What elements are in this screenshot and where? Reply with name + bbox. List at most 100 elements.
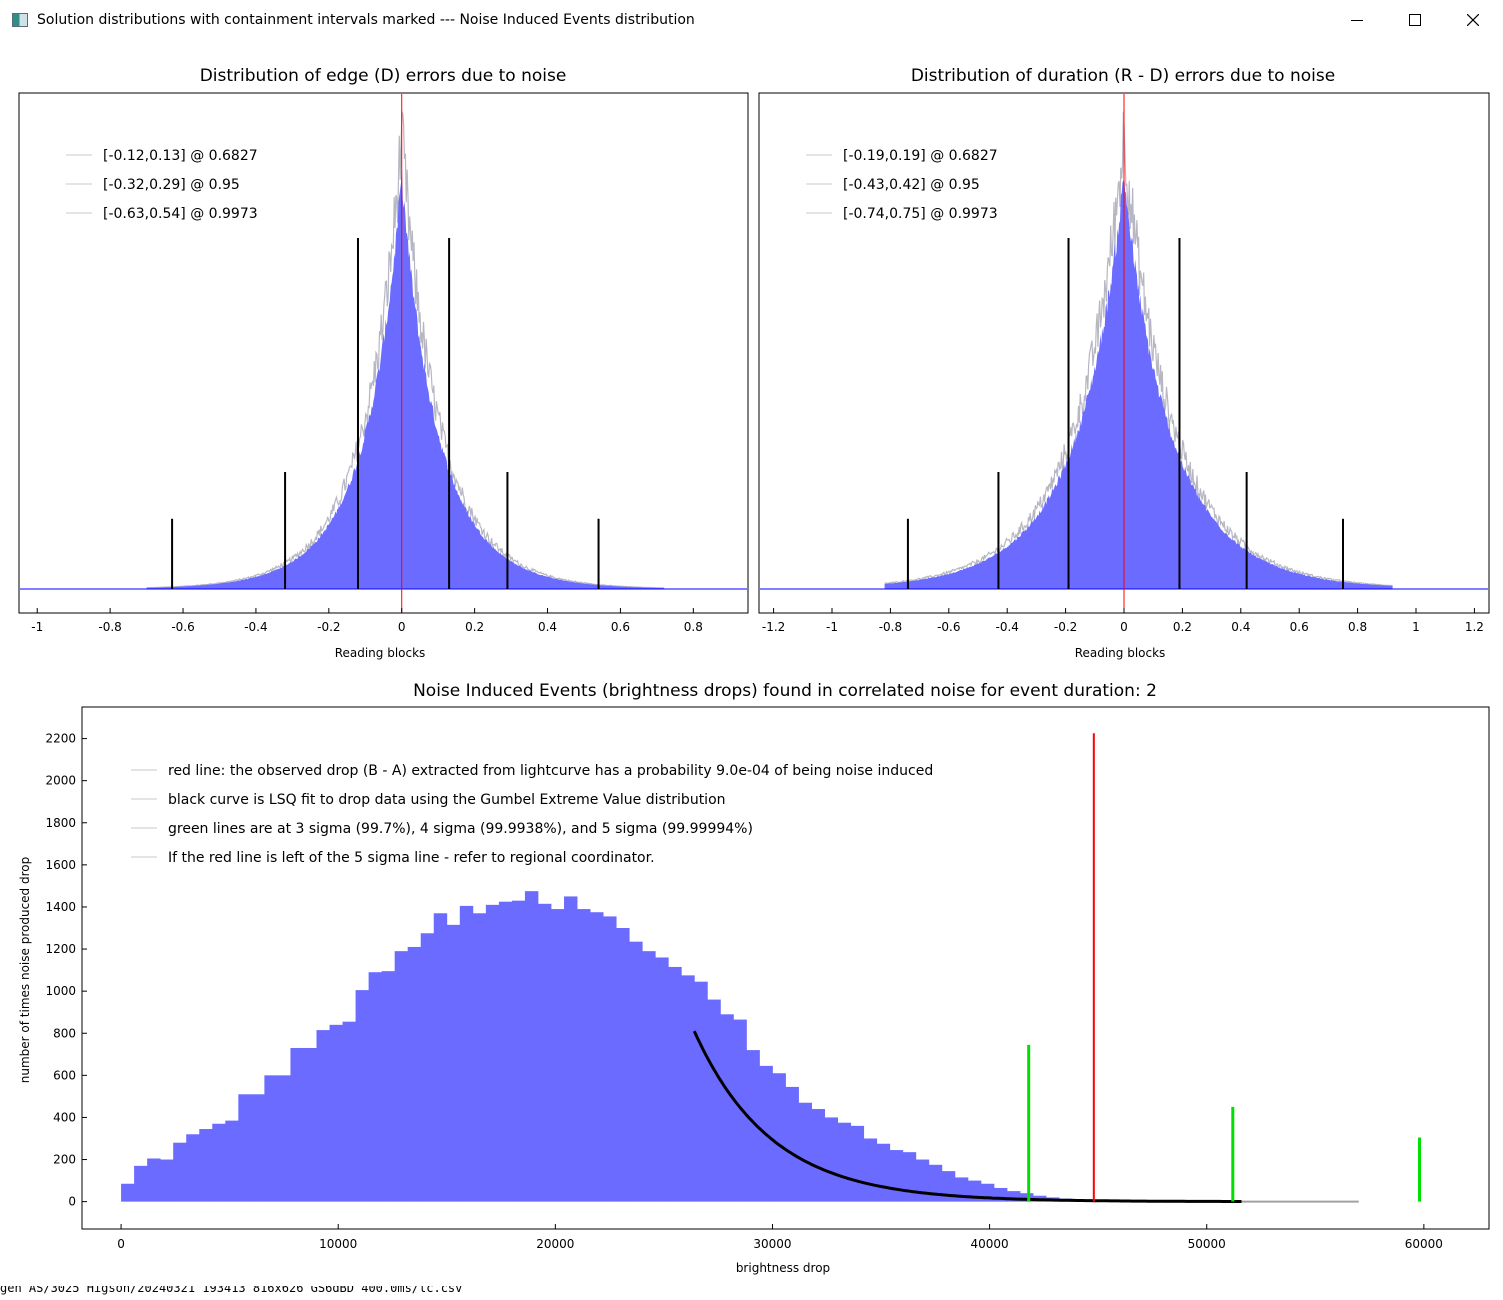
histogram-bar	[590, 912, 603, 1201]
x-tick-label: 0.2	[465, 620, 484, 634]
histogram-bar	[356, 990, 369, 1202]
histogram-bar	[447, 925, 460, 1202]
histogram-bar	[864, 1138, 877, 1201]
histogram-bar	[343, 1022, 356, 1202]
histogram-bar	[603, 916, 616, 1201]
legend-entry: black curve is LSQ fit to drop data usin…	[168, 792, 726, 808]
x-tick-label: 40000	[971, 1237, 1009, 1251]
x-tick-label: -1.2	[762, 620, 785, 634]
x-tick-label: -0.8	[879, 620, 902, 634]
histogram-bar	[551, 909, 564, 1202]
histogram-bar	[264, 1075, 277, 1201]
x-axis-label: Reading blocks	[335, 646, 426, 660]
x-tick-label: -0.4	[995, 620, 1018, 634]
background-file-path: gen AS/3025 Higson/20240321 193413 816x6…	[0, 1286, 462, 1295]
x-tick-label: 0	[1120, 620, 1128, 634]
x-tick-label: 0.8	[684, 620, 703, 634]
legend-entry: [-0.19,0.19] @ 0.6827	[843, 148, 998, 164]
histogram-bar	[317, 1030, 330, 1202]
histogram-bar	[473, 913, 486, 1201]
histogram-bar	[838, 1123, 851, 1202]
x-tick-label: -1	[31, 620, 43, 634]
y-tick-label: 1800	[45, 816, 76, 830]
minimize-button[interactable]	[1328, 0, 1386, 40]
histogram-bar	[929, 1165, 942, 1202]
x-tick-label: 0	[398, 620, 406, 634]
histogram-bar	[668, 967, 681, 1202]
maximize-button[interactable]	[1386, 0, 1444, 40]
chart-title: Distribution of duration (R - D) errors …	[911, 66, 1335, 86]
x-tick-label: -0.2	[317, 620, 340, 634]
histogram-bar	[121, 1184, 134, 1202]
legend-entry: green lines are at 3 sigma (99.7%), 4 si…	[168, 821, 753, 837]
histogram-bar	[290, 1048, 303, 1202]
close-button[interactable]	[1444, 0, 1502, 40]
y-tick-label: 0	[68, 1195, 76, 1209]
histogram-bar	[186, 1134, 199, 1201]
histogram-bar	[825, 1117, 838, 1201]
charts-canvas: Distribution of edge (D) errors due to n…	[0, 40, 1503, 1296]
title-bar[interactable]: Solution distributions with containment …	[0, 0, 1503, 40]
histogram-bar	[330, 1025, 343, 1202]
histogram-bar	[877, 1144, 890, 1202]
y-tick-label: 1000	[45, 984, 76, 998]
x-axis-label: Reading blocks	[1075, 646, 1166, 660]
histogram-bar	[799, 1103, 812, 1202]
histogram-bar	[134, 1166, 147, 1202]
histogram-bar	[486, 905, 499, 1202]
legend-entry: [-0.12,0.13] @ 0.6827	[103, 148, 258, 164]
histogram-bar	[369, 972, 382, 1201]
histogram-bar	[577, 909, 590, 1202]
histogram-bar	[382, 971, 395, 1201]
histogram-bar	[707, 1000, 720, 1202]
histogram-bar	[903, 1152, 916, 1201]
legend-entry: [-0.43,0.42] @ 0.95	[843, 177, 980, 193]
y-tick-label: 1400	[45, 900, 76, 914]
y-tick-label: 600	[53, 1068, 76, 1082]
histogram-bar	[395, 951, 408, 1201]
window-title: Solution distributions with containment …	[37, 12, 695, 28]
histogram-bar	[786, 1087, 799, 1202]
x-tick-label: 0.6	[1290, 620, 1309, 634]
histogram-bar	[277, 1075, 290, 1201]
histogram-bar	[408, 947, 421, 1202]
x-tick-label: 10000	[319, 1237, 357, 1251]
histogram-bar	[694, 982, 707, 1202]
histogram-bar	[421, 933, 434, 1201]
app-icon	[12, 13, 28, 27]
y-axis-label: number of times noise produced drop	[18, 857, 32, 1083]
histogram-bar	[160, 1160, 173, 1202]
histogram-bar	[616, 928, 629, 1202]
histogram-bar	[303, 1048, 316, 1202]
histogram-bar	[772, 1073, 785, 1201]
background-window-strip: gen AS/3025 Higson/20240321 193413 816x6…	[0, 1286, 1503, 1296]
histogram-bar	[460, 906, 473, 1202]
histogram-bar	[538, 904, 551, 1202]
histogram-bar	[655, 957, 668, 1201]
y-tick-label: 400	[53, 1110, 76, 1124]
x-axis-label: brightness drop	[736, 1261, 830, 1275]
x-tick-label: 20000	[536, 1237, 574, 1251]
histogram-bar	[890, 1150, 903, 1202]
x-tick-label: 0.4	[1231, 620, 1250, 634]
histogram-bar	[720, 1014, 733, 1201]
chart-title: Distribution of edge (D) errors due to n…	[200, 66, 567, 86]
x-tick-label: 0.2	[1173, 620, 1192, 634]
histogram-bar	[851, 1126, 864, 1202]
histogram-bar	[681, 975, 694, 1201]
x-tick-label: 0.4	[538, 620, 557, 634]
x-tick-label: 30000	[753, 1237, 791, 1251]
x-tick-label: -0.6	[937, 620, 960, 634]
plot-area: Distribution of edge (D) errors due to n…	[0, 40, 1503, 1296]
y-tick-label: 1200	[45, 942, 76, 956]
x-tick-label: -0.2	[1054, 620, 1077, 634]
histogram-bar	[916, 1160, 929, 1202]
minimize-icon	[1351, 14, 1363, 26]
histogram-bar	[525, 891, 538, 1201]
histogram-bar	[629, 942, 642, 1202]
histogram-bar	[564, 896, 577, 1201]
x-tick-label: -0.6	[171, 620, 194, 634]
histogram-bar	[733, 1020, 746, 1202]
legend-entry: red line: the observed drop (B - A) extr…	[168, 763, 933, 779]
